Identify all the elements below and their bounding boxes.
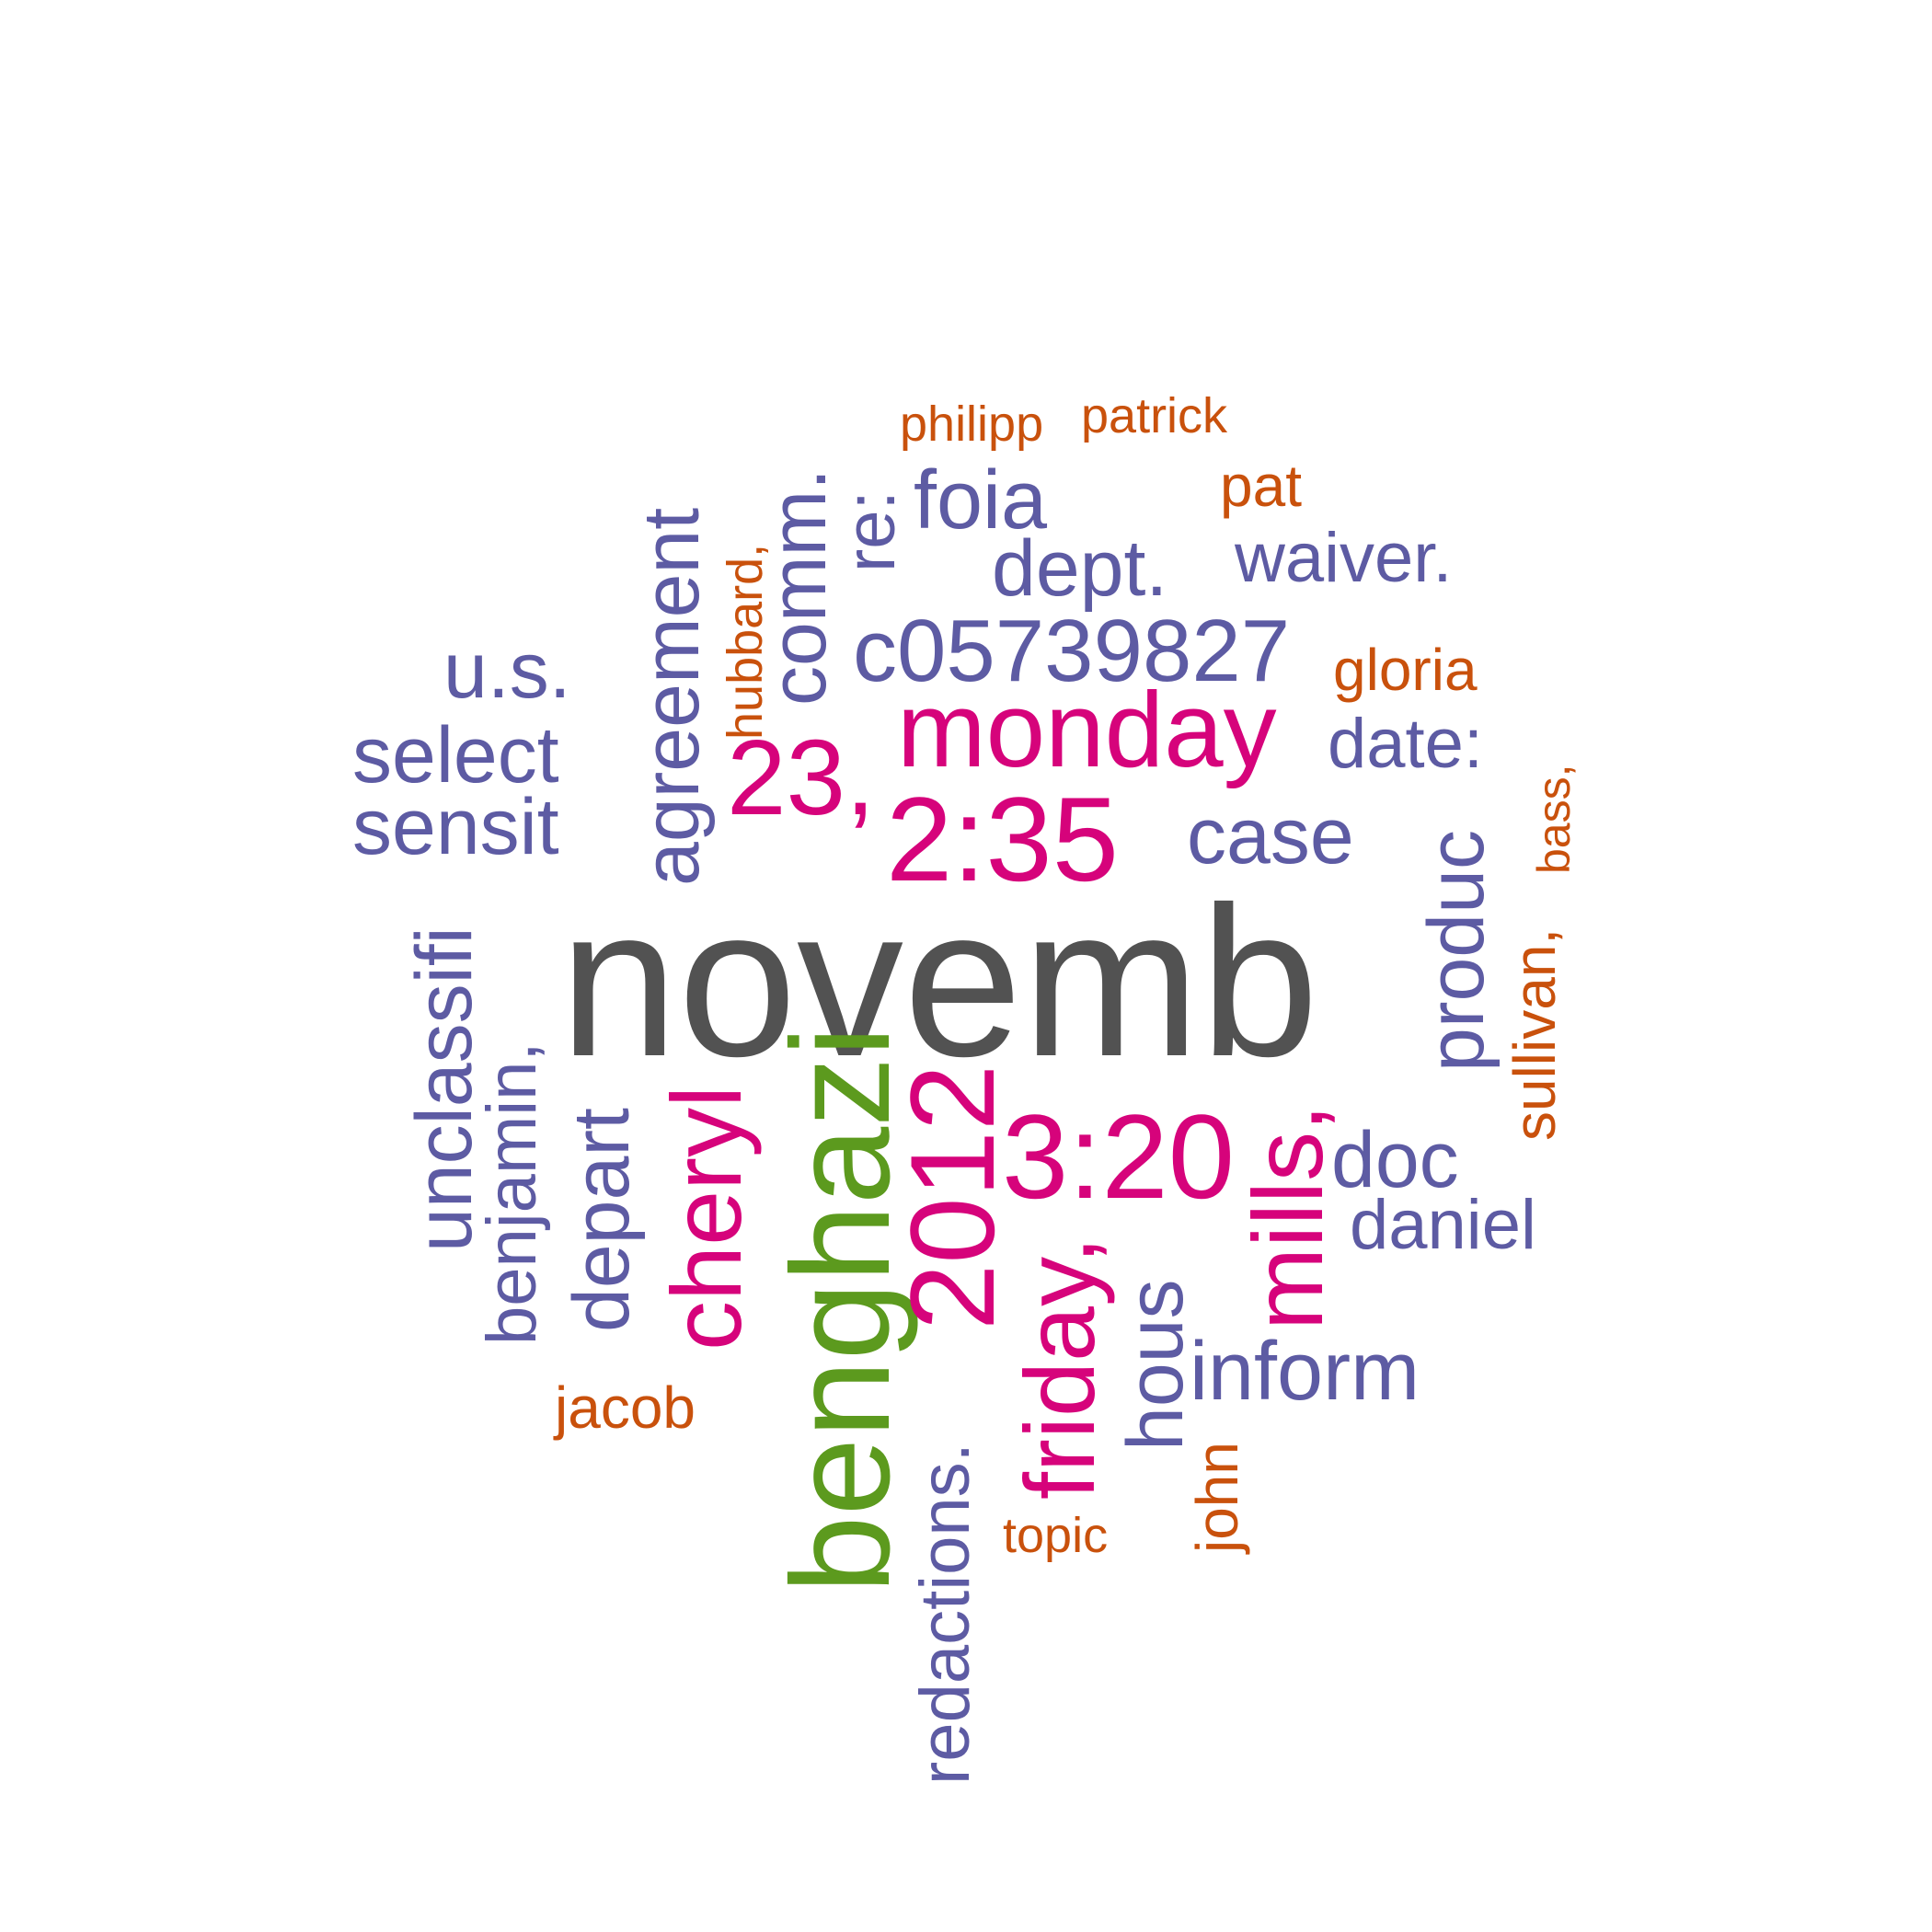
word-john: john (1184, 1442, 1250, 1555)
word-novemb: novemb (559, 863, 1318, 1101)
word-re: re: (832, 490, 910, 572)
word-topic: topic (1003, 1508, 1108, 1563)
word-cheryl: cheryl (650, 1086, 762, 1351)
word-doc: doc (1331, 1116, 1459, 1204)
word-c05739827: c05739827 (853, 602, 1290, 700)
word-3-20: 3:20 (1002, 1089, 1235, 1224)
word-foia: foia (914, 454, 1048, 546)
word-monday: monday (897, 670, 1277, 789)
word-sensit: sensit (352, 783, 559, 871)
word-mills: mills, (1232, 1104, 1343, 1330)
word-patrick: patrick (1081, 388, 1228, 443)
word-produc: produc (1412, 830, 1501, 1072)
word-date: date: (1328, 705, 1483, 783)
word-waiver: waiver. (1234, 519, 1453, 597)
word-us: u.s. (443, 627, 571, 715)
word-2012: 2012 (885, 1064, 1019, 1330)
word-redactions: redactions. (906, 1443, 984, 1785)
word-bass: bass, (1528, 764, 1580, 874)
word-case: case (1187, 792, 1354, 880)
word-hous: hous (1111, 1280, 1200, 1452)
word-hubbard: hubbard, (718, 544, 773, 740)
word-inform: inform (1190, 1326, 1420, 1418)
word-select: select (352, 711, 559, 799)
word-unclassifi: unclassifi (400, 926, 489, 1252)
word-friday: friday, (1004, 1236, 1115, 1500)
word-jacob: jacob (553, 1374, 696, 1441)
word-2-35: 2:35 (886, 772, 1119, 906)
word-dept: dept. (992, 524, 1167, 613)
word-comm: comm. (754, 468, 843, 706)
word-daniel: daniel (1350, 1186, 1536, 1264)
word-depart: depart (558, 1108, 646, 1332)
word-gloria: gloria (1333, 637, 1478, 703)
word-agreement: agreement (627, 508, 716, 886)
word-benjamin: benjamin, (473, 1041, 551, 1345)
word-23: 23, (727, 718, 875, 837)
word-philipp: philipp (900, 397, 1043, 452)
word-sullivan: sullivan, (1501, 928, 1568, 1141)
word-pat: pat (1220, 453, 1302, 519)
word-benghazi: benghazi (763, 1026, 919, 1593)
